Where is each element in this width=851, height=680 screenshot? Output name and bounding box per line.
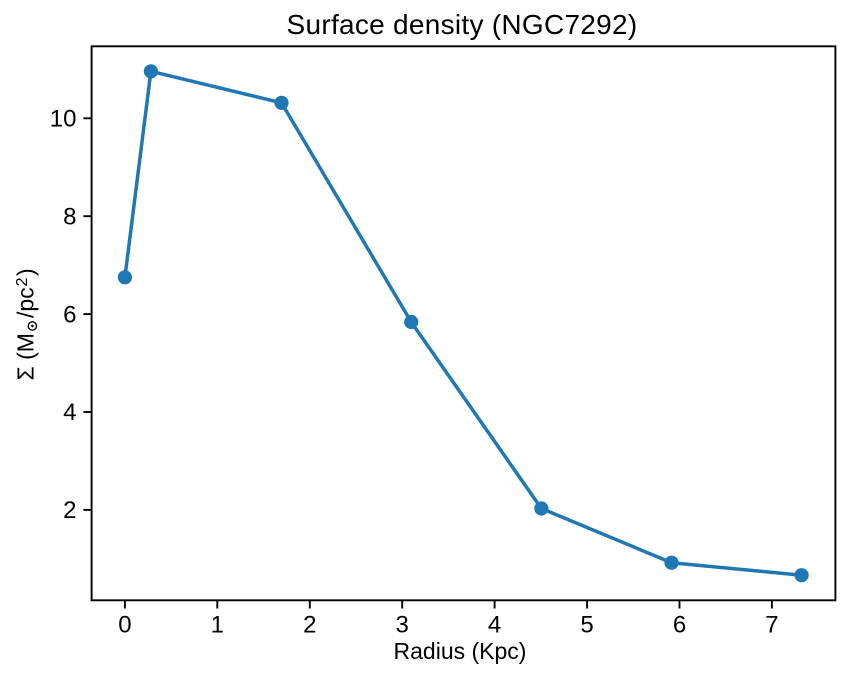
svg-text:6: 6 xyxy=(673,611,686,638)
svg-text:5: 5 xyxy=(580,611,593,638)
svg-text:6: 6 xyxy=(63,301,76,328)
svg-text:10: 10 xyxy=(50,106,77,133)
svg-text:): ) xyxy=(13,268,39,276)
svg-text:2: 2 xyxy=(63,497,76,524)
svg-text:1: 1 xyxy=(211,611,224,638)
svg-text:7: 7 xyxy=(765,611,778,638)
svg-text:3: 3 xyxy=(396,611,409,638)
svg-text:8: 8 xyxy=(63,203,76,230)
svg-text:4: 4 xyxy=(488,611,501,638)
svg-text:2: 2 xyxy=(303,611,316,638)
svg-text:2: 2 xyxy=(13,278,31,287)
svg-text:Surface density (NGC7292): Surface density (NGC7292) xyxy=(287,9,638,40)
svg-text:0: 0 xyxy=(118,611,131,638)
svg-text:Radius (Kpc): Radius (Kpc) xyxy=(394,638,527,664)
svg-text:4: 4 xyxy=(63,399,76,426)
svg-text:/pc: /pc xyxy=(13,287,39,318)
svg-text:Σ (M: Σ (M xyxy=(13,333,39,380)
